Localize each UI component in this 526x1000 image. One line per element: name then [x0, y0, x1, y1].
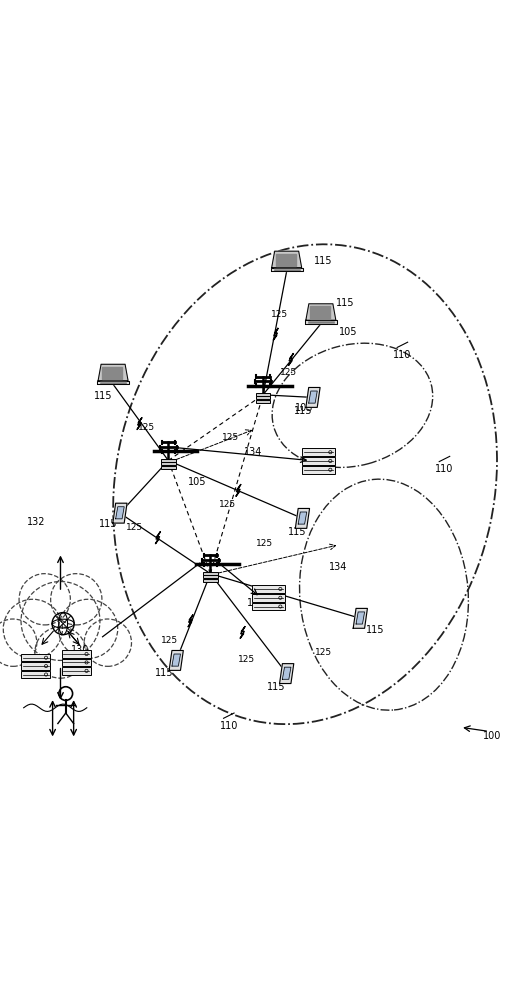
Text: 110: 110 — [220, 721, 238, 731]
Text: 110: 110 — [436, 464, 453, 474]
Bar — [203, 572, 218, 575]
Polygon shape — [113, 503, 127, 523]
Text: 115: 115 — [314, 256, 332, 266]
Bar — [252, 594, 285, 602]
Text: 125: 125 — [238, 655, 255, 664]
Polygon shape — [296, 508, 309, 528]
Text: 115: 115 — [267, 682, 285, 692]
Bar — [252, 603, 285, 610]
Polygon shape — [98, 364, 128, 381]
Polygon shape — [102, 367, 122, 379]
Bar — [62, 650, 91, 658]
Bar — [161, 459, 176, 462]
Text: 125: 125 — [138, 423, 155, 432]
Polygon shape — [356, 612, 365, 624]
Text: 100: 100 — [483, 731, 501, 741]
Text: 110: 110 — [393, 350, 411, 360]
Polygon shape — [280, 664, 294, 684]
Text: 115: 115 — [94, 391, 112, 401]
Text: 132: 132 — [26, 517, 45, 527]
Bar — [62, 667, 91, 675]
Text: 125: 125 — [161, 636, 178, 645]
Text: 115: 115 — [366, 625, 384, 635]
Polygon shape — [353, 608, 367, 628]
Text: 125: 125 — [271, 310, 288, 319]
Polygon shape — [310, 306, 330, 319]
Polygon shape — [305, 320, 337, 324]
Bar — [161, 466, 176, 469]
Text: 105: 105 — [295, 403, 313, 413]
Bar — [62, 659, 91, 666]
Text: 125: 125 — [126, 523, 143, 532]
Text: 115: 115 — [99, 519, 117, 529]
Polygon shape — [97, 381, 129, 384]
Bar — [22, 654, 50, 661]
Bar — [302, 448, 335, 456]
Polygon shape — [309, 391, 317, 403]
Text: 134: 134 — [244, 447, 262, 457]
Text: 134: 134 — [329, 562, 347, 572]
Bar — [22, 671, 50, 678]
Text: 125: 125 — [280, 368, 297, 377]
Bar — [256, 393, 270, 396]
Text: 125: 125 — [219, 500, 236, 509]
Polygon shape — [271, 268, 302, 271]
Bar — [302, 457, 335, 465]
Bar — [256, 400, 270, 403]
Polygon shape — [172, 654, 180, 666]
Bar — [203, 575, 218, 578]
Bar — [22, 662, 50, 670]
Text: 115: 115 — [294, 406, 312, 416]
Polygon shape — [169, 650, 184, 670]
Text: 125: 125 — [315, 648, 332, 657]
Text: 105: 105 — [339, 327, 358, 337]
Polygon shape — [298, 512, 307, 524]
Bar — [256, 396, 270, 399]
Polygon shape — [272, 251, 302, 268]
Bar — [252, 585, 285, 593]
Polygon shape — [306, 387, 320, 407]
Bar — [302, 466, 335, 474]
Polygon shape — [282, 667, 291, 679]
Text: 125: 125 — [222, 433, 239, 442]
Text: 105: 105 — [188, 477, 207, 487]
Text: 115: 115 — [155, 668, 174, 678]
Bar — [203, 579, 218, 582]
Polygon shape — [276, 254, 296, 266]
Text: 125: 125 — [256, 539, 273, 548]
Text: 115: 115 — [288, 527, 307, 537]
Text: 105: 105 — [247, 598, 266, 608]
Polygon shape — [306, 304, 336, 320]
Text: 115: 115 — [336, 298, 354, 308]
Bar — [161, 462, 176, 465]
Polygon shape — [116, 507, 124, 519]
Text: 130: 130 — [71, 645, 89, 655]
